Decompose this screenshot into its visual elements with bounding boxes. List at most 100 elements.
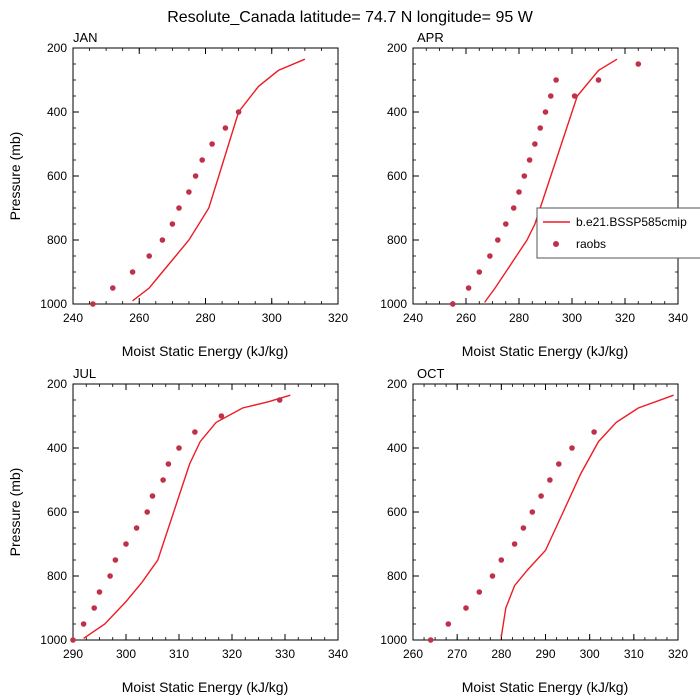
obs-point xyxy=(635,61,642,67)
obs-point xyxy=(487,253,493,259)
legend: b.e21.BSSP585cmip raobs xyxy=(536,207,700,259)
x-axis-label: Moist Static Energy (kJ/kg) xyxy=(122,343,289,359)
y-tick-label: 1000 xyxy=(40,297,67,311)
obs-point xyxy=(235,109,242,115)
obs-point xyxy=(510,205,517,211)
obs-point xyxy=(70,637,76,643)
y-axis-label: Pressure (mb) xyxy=(7,468,23,557)
panel-label: APR xyxy=(417,30,444,45)
obs-point xyxy=(222,125,229,131)
obs-point xyxy=(476,269,483,275)
x-tick-label: 310 xyxy=(624,647,644,661)
y-tick-label: 200 xyxy=(47,41,67,55)
obs-point xyxy=(556,461,562,467)
panel-jul: JUL Moist Static Energy (kJ/kg) Pressure… xyxy=(7,366,348,695)
obs-point xyxy=(169,221,176,227)
x-tick-label: 300 xyxy=(562,311,582,325)
y-tick-label: 600 xyxy=(387,169,407,183)
y-tick-label: 800 xyxy=(387,233,407,247)
obs-point xyxy=(465,285,472,291)
obs-point xyxy=(144,509,150,515)
obs-point xyxy=(548,93,554,99)
obs-point xyxy=(547,477,553,483)
obs-point xyxy=(503,221,509,227)
obs-point xyxy=(489,573,496,579)
obs-point xyxy=(159,237,166,243)
plot-frame xyxy=(72,47,339,305)
plot-frame xyxy=(72,383,339,641)
obs-point xyxy=(595,77,602,83)
obs-point xyxy=(537,125,543,131)
panel-label: OCT xyxy=(417,366,445,381)
obs-point xyxy=(176,445,182,451)
y-tick-label: 200 xyxy=(387,41,407,55)
x-tick-label: 270 xyxy=(447,647,467,661)
y-tick-label: 1000 xyxy=(40,633,67,647)
obs-point xyxy=(176,205,182,211)
obs-point xyxy=(165,461,172,467)
y-tick-label: 400 xyxy=(47,105,67,119)
y-tick-label: 800 xyxy=(47,569,67,583)
x-tick-label: 300 xyxy=(580,647,600,661)
obs-point xyxy=(276,397,283,403)
y-tick-label: 1000 xyxy=(380,633,407,647)
y-tick-label: 400 xyxy=(47,441,67,455)
obs-point xyxy=(427,637,434,643)
legend-box xyxy=(536,207,700,259)
obs-point xyxy=(186,189,192,195)
obs-point xyxy=(476,589,483,595)
x-tick-label: 300 xyxy=(262,311,282,325)
y-tick-label: 400 xyxy=(387,105,407,119)
x-axis-label: Moist Static Energy (kJ/kg) xyxy=(462,679,629,695)
x-tick-label: 290 xyxy=(535,647,555,661)
figure-title: Resolute_Canada latitude= 74.7 N longitu… xyxy=(167,9,533,26)
obs-point xyxy=(511,541,518,547)
obs-point xyxy=(542,109,549,115)
obs-point xyxy=(149,493,156,499)
x-tick-label: 280 xyxy=(491,647,511,661)
x-axis-label: Moist Static Energy (kJ/kg) xyxy=(462,343,629,359)
x-tick-label: 320 xyxy=(328,311,348,325)
y-tick-label: 600 xyxy=(47,505,67,519)
obs-point xyxy=(526,157,533,163)
obs-point xyxy=(160,477,166,483)
obs-point xyxy=(498,557,505,563)
y-tick-label: 400 xyxy=(387,441,407,455)
obs-point xyxy=(146,253,152,259)
obs-point xyxy=(445,621,452,627)
x-tick-label: 320 xyxy=(615,311,635,325)
plot-frame xyxy=(412,383,679,641)
plot-frame xyxy=(412,47,679,305)
y-tick-label: 800 xyxy=(47,233,67,247)
obs-point xyxy=(112,557,119,563)
x-tick-label: 320 xyxy=(668,647,688,661)
x-tick-label: 340 xyxy=(328,647,348,661)
obs-point xyxy=(129,269,136,275)
panel-apr: APR Moist Static Energy (kJ/kg) 240 260 28… xyxy=(380,30,688,359)
x-tick-label: 280 xyxy=(195,311,215,325)
y-tick-label: 600 xyxy=(387,505,407,519)
obs-point xyxy=(192,173,199,179)
obs-point xyxy=(450,301,456,307)
obs-point xyxy=(521,173,528,179)
x-tick-label: 240 xyxy=(63,311,83,325)
x-tick-label: 320 xyxy=(222,647,242,661)
x-tick-label: 260 xyxy=(403,647,423,661)
y-axis-label: Pressure (mb) xyxy=(7,132,23,221)
y-tick-label: 200 xyxy=(47,377,67,391)
obs-point xyxy=(133,525,140,531)
legend-obs-label: raobs xyxy=(576,237,606,251)
x-tick-label: 300 xyxy=(116,647,136,661)
obs-point xyxy=(532,141,538,147)
model-line xyxy=(132,58,306,302)
obs-point xyxy=(218,413,225,419)
y-tick-label: 600 xyxy=(47,169,67,183)
obs-point xyxy=(571,93,578,99)
x-tick-label: 330 xyxy=(275,647,295,661)
obs-point xyxy=(107,573,113,579)
obs-point xyxy=(538,493,544,499)
obs-point xyxy=(90,301,96,307)
obs-point xyxy=(110,285,116,291)
y-tick-label: 200 xyxy=(387,377,407,391)
